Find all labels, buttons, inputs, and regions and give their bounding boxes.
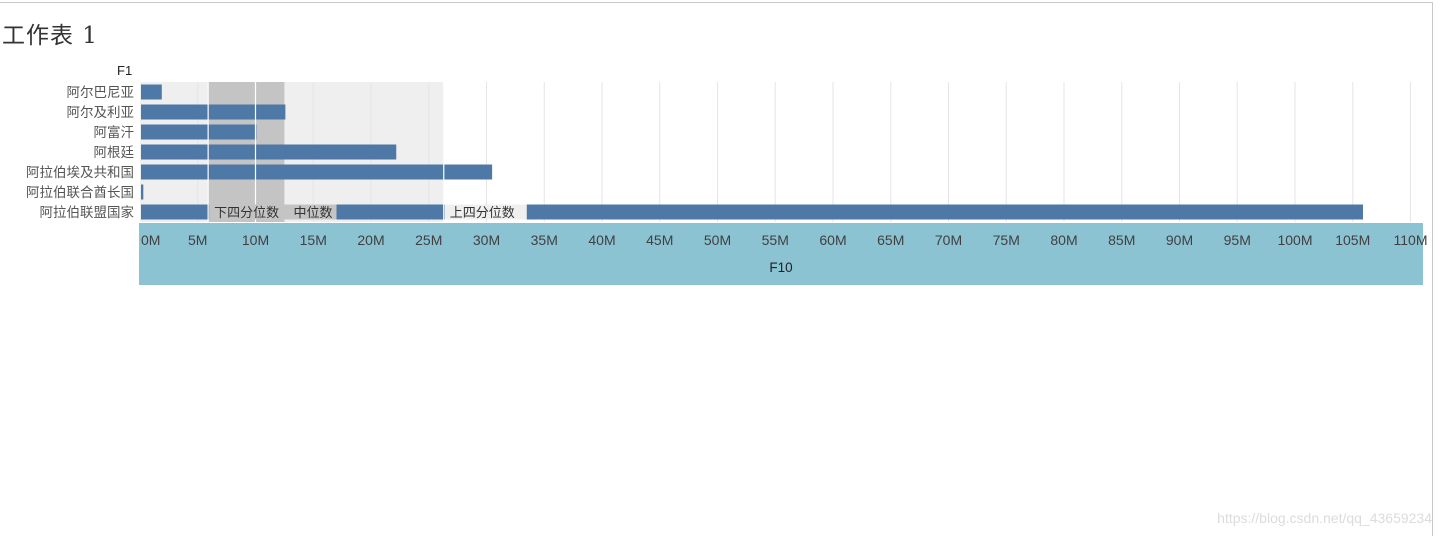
x-tick-label: 5M	[188, 232, 207, 248]
bar	[141, 84, 162, 100]
category-label: 阿根廷	[94, 145, 135, 161]
reference-line-label: 中位数	[294, 206, 333, 221]
x-tick-label: 0M	[141, 232, 160, 248]
x-tick-label: 50M	[704, 232, 731, 248]
reference-line-label: 下四分位数	[214, 206, 279, 221]
x-tick-label: 25M	[415, 232, 442, 248]
sheet-title: 工作表 1	[2, 23, 98, 49]
x-tick-label: 15M	[300, 232, 327, 248]
x-axis-band	[139, 223, 1423, 285]
x-tick-label: 10M	[242, 232, 269, 248]
x-tick-label: 70M	[935, 232, 962, 248]
x-tick-label: 105M	[1335, 232, 1370, 248]
bar	[141, 164, 493, 180]
x-tick-label: 75M	[993, 232, 1020, 248]
x-tick-label: 20M	[357, 232, 384, 248]
x-tick-label: 65M	[877, 232, 904, 248]
category-label: 阿尔及利亚	[67, 105, 135, 121]
x-tick-label: 85M	[1108, 232, 1135, 248]
reference-label-background	[288, 204, 337, 220]
category-label: 阿拉伯联合酋长国	[26, 184, 134, 201]
x-tick-label: 60M	[819, 232, 846, 248]
x-tick-label: 55M	[762, 232, 789, 248]
watermark: https://blog.csdn.net/qq_43659234	[1217, 510, 1432, 526]
y-axis-header: F1	[117, 63, 133, 78]
reference-label-background	[444, 204, 527, 220]
category-label: 阿富汗	[94, 124, 135, 141]
x-tick-label: 30M	[473, 232, 500, 248]
reference-label-background	[209, 204, 290, 220]
reference-line-label: 上四分位数	[450, 206, 515, 221]
bar	[141, 104, 286, 120]
x-tick-label: 90M	[1166, 232, 1193, 248]
category-label: 阿尔巴尼亚	[67, 85, 135, 101]
x-tick-label: 45M	[646, 232, 673, 248]
x-tick-label: 35M	[531, 232, 558, 248]
x-tick-label: 100M	[1277, 232, 1312, 248]
x-tick-label: 80M	[1050, 232, 1077, 248]
bar	[141, 124, 257, 140]
bar	[141, 184, 144, 200]
x-tick-label: 40M	[588, 232, 615, 248]
x-tick-label: 110M	[1394, 232, 1428, 248]
x-tick-label: 95M	[1224, 232, 1251, 248]
x-axis-title: F10	[769, 260, 792, 275]
category-label: 阿拉伯埃及共和国	[26, 165, 134, 181]
category-label: 阿拉伯联盟国家	[40, 204, 135, 221]
bar	[141, 144, 397, 160]
